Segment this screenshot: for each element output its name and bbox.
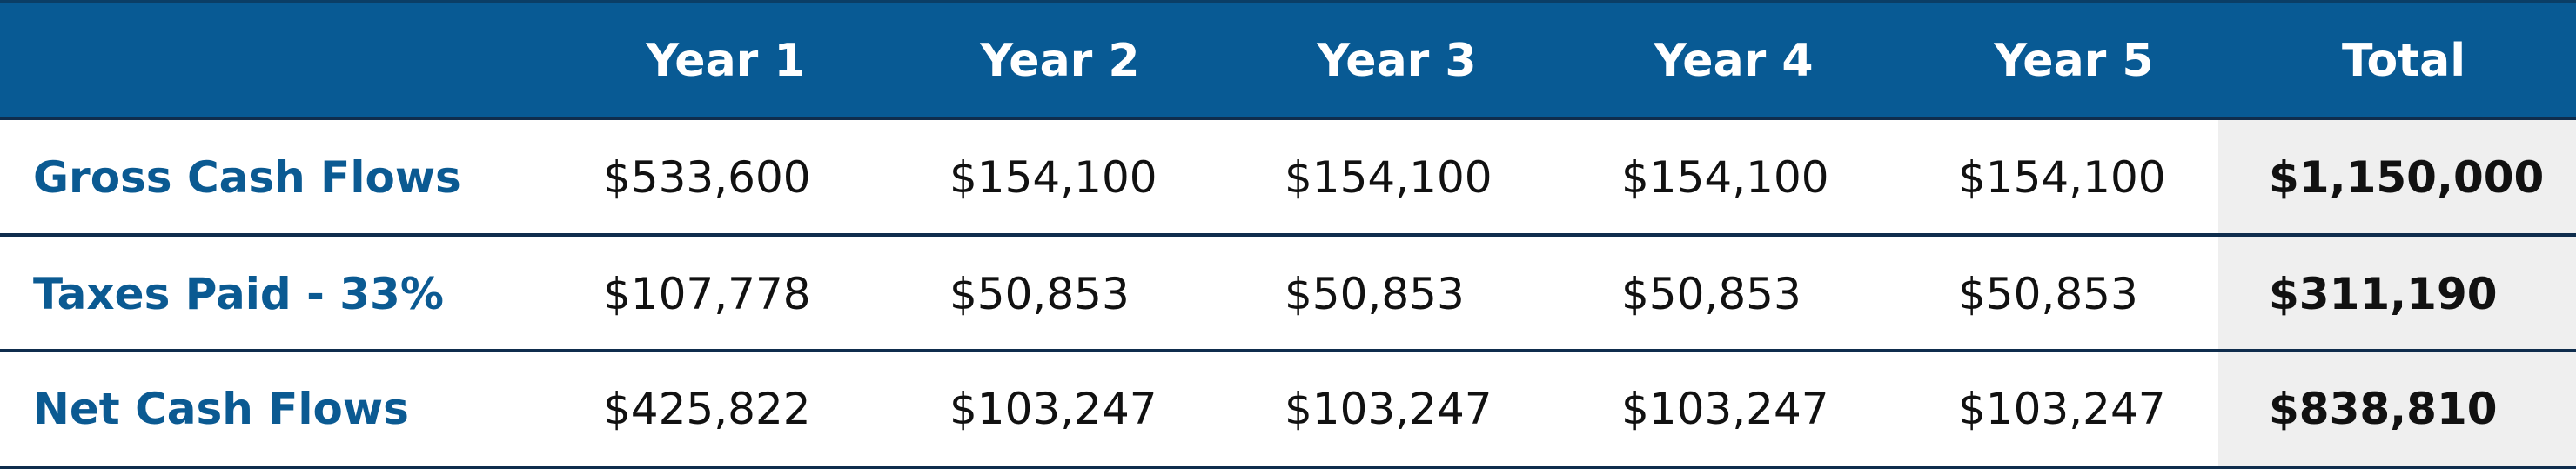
column-header: Year 4 — [1654, 35, 1814, 87]
row-separator — [0, 233, 2576, 237]
value-cell: $154,100 — [949, 152, 1157, 203]
value-cell: $103,247 — [1958, 384, 2166, 434]
value-cell: $50,853 — [1621, 269, 1801, 319]
total-cell: $311,190 — [2269, 269, 2498, 319]
value-cell: $154,100 — [1621, 152, 1829, 203]
value-cell: $50,853 — [949, 269, 1130, 319]
value-cell: $103,247 — [949, 384, 1157, 434]
row-separator — [0, 349, 2576, 352]
total-cell: $1,150,000 — [2269, 152, 2545, 203]
row-separator — [0, 466, 2576, 469]
value-cell: $103,247 — [1621, 384, 1829, 434]
header-bar — [0, 0, 2576, 118]
total-column-bg — [2218, 118, 2576, 469]
column-header: Year 3 — [1317, 35, 1477, 87]
value-cell: $107,778 — [603, 269, 811, 319]
column-header: Total — [2341, 35, 2466, 87]
total-cell: $838,810 — [2269, 384, 2498, 434]
value-cell: $103,247 — [1285, 384, 1493, 434]
value-cell: $154,100 — [1285, 152, 1493, 203]
column-header: Year 2 — [980, 35, 1140, 87]
row-label: Taxes Paid - 33% — [33, 269, 444, 319]
value-cell: $50,853 — [1285, 269, 1465, 319]
column-header: Year 5 — [1994, 35, 2154, 87]
value-cell: $50,853 — [1958, 269, 2138, 319]
row-separator — [0, 117, 2576, 120]
row-label: Net Cash Flows — [33, 384, 409, 434]
value-cell: $154,100 — [1958, 152, 2166, 203]
value-cell: $425,822 — [603, 384, 811, 434]
value-cell: $533,600 — [603, 152, 811, 203]
column-header: Year 1 — [646, 35, 806, 87]
row-label: Gross Cash Flows — [33, 152, 461, 203]
